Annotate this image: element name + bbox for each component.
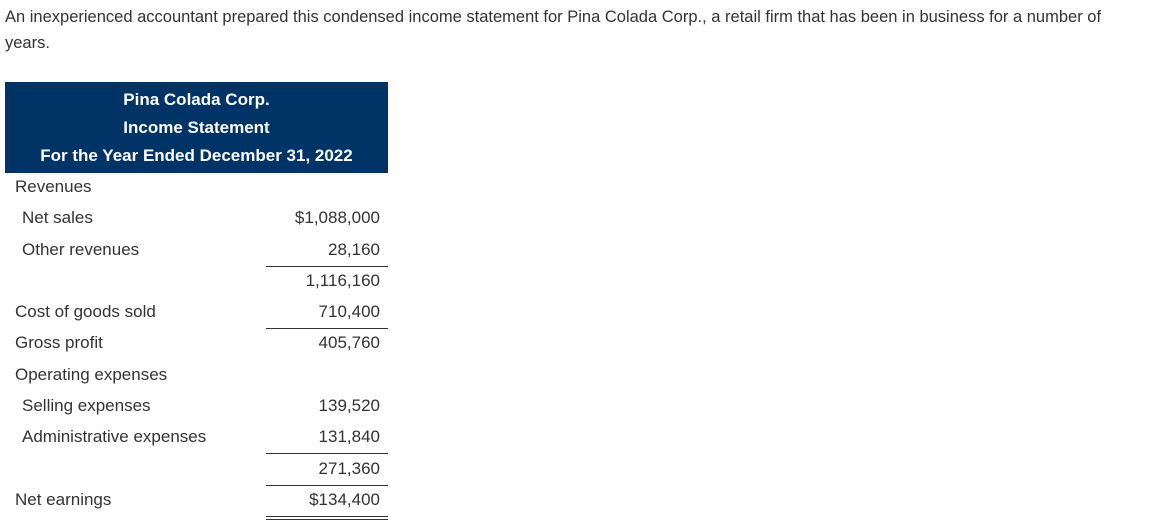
row-label: Operating expenses bbox=[15, 364, 168, 384]
statement-title: Income Statement bbox=[123, 118, 270, 137]
underline-rule bbox=[266, 328, 388, 330]
statement-header: Pina Colada Corp. Income Statement For t… bbox=[5, 82, 388, 173]
row-amount: $1,088,000 bbox=[294, 208, 380, 228]
row-label: Cost of goods sold bbox=[15, 302, 156, 322]
double-underline-rule bbox=[266, 515, 388, 520]
row-gross-profit: Gross profit 405,760 bbox=[5, 329, 388, 360]
row-amount: 405,760 bbox=[318, 333, 380, 353]
underline-rule bbox=[266, 484, 388, 486]
row-total-revenues: 1,116,160 bbox=[5, 267, 388, 298]
income-statement: Pina Colada Corp. Income Statement For t… bbox=[5, 82, 388, 520]
row-amount: 710,400 bbox=[318, 302, 380, 322]
row-label: Administrative expenses bbox=[22, 427, 207, 447]
underline-rule bbox=[266, 265, 388, 267]
row-label: Revenues bbox=[15, 177, 92, 196]
row-amount: 139,520 bbox=[318, 396, 380, 416]
row-amount: $134,400 bbox=[309, 489, 380, 509]
row-total-operating-expenses: 271,360 bbox=[5, 455, 388, 486]
row-revenues: Revenues bbox=[5, 173, 388, 204]
row-label: Net earnings bbox=[15, 489, 112, 509]
row-net-earnings: Net earnings $134,400 bbox=[5, 486, 388, 520]
row-amount: 271,360 bbox=[318, 458, 380, 478]
underline-rule bbox=[266, 453, 388, 455]
row-administrative-expenses: Administrative expenses 131,840 bbox=[5, 423, 388, 455]
row-selling-expenses: Selling expenses 139,520 bbox=[5, 392, 388, 423]
problem-intro-text: An inexperienced accountant prepared thi… bbox=[5, 8, 1102, 52]
row-label: Selling expenses bbox=[22, 396, 151, 416]
statement-period: For the Year Ended December 31, 2022 bbox=[40, 146, 353, 165]
row-amount: 131,840 bbox=[318, 427, 380, 447]
row-label: Net sales bbox=[22, 208, 93, 228]
row-operating-expenses: Operating expenses bbox=[5, 361, 388, 392]
row-amount: 1,116,160 bbox=[305, 270, 380, 290]
row-net-sales: Net sales $1,088,000 bbox=[5, 204, 388, 235]
row-label: Gross profit bbox=[15, 333, 103, 353]
company-name: Pina Colada Corp. bbox=[123, 90, 270, 109]
row-other-revenues: Other revenues 28,160 bbox=[5, 236, 388, 267]
row-label: Other revenues bbox=[22, 239, 140, 259]
row-cost-of-goods-sold: Cost of goods sold 710,400 bbox=[5, 298, 388, 330]
row-amount: 28,160 bbox=[328, 239, 380, 259]
